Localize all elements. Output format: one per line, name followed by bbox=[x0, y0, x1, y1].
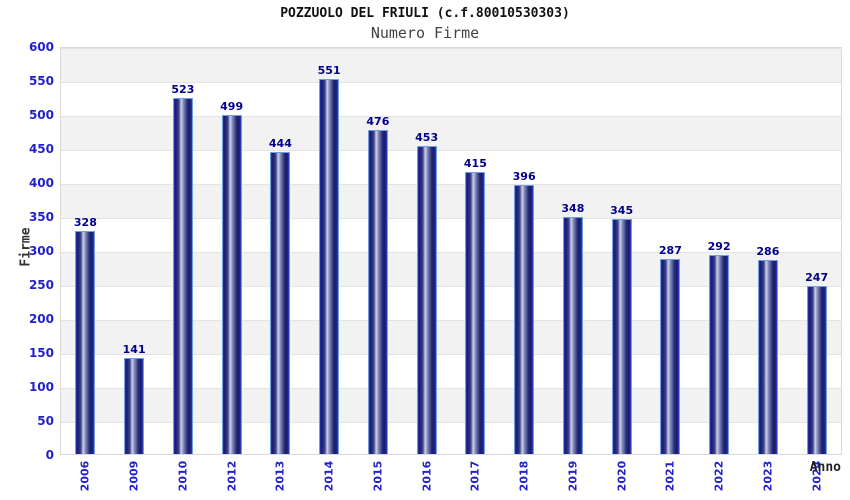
x-axis-title: Anno bbox=[809, 460, 841, 475]
bar-value-label: 551 bbox=[317, 64, 341, 77]
bar-value-label: 328 bbox=[73, 216, 97, 229]
bar-column: 348 2019 bbox=[549, 48, 598, 491]
bar-column: 345 2020 bbox=[597, 48, 646, 491]
x-tick-label: 2016 bbox=[420, 460, 434, 492]
bar bbox=[660, 259, 681, 454]
bar-column: 328 2006 bbox=[61, 48, 110, 491]
bar-value-label: 286 bbox=[756, 245, 780, 258]
bar bbox=[75, 231, 96, 454]
bar bbox=[221, 115, 242, 454]
x-tick-label: 2018 bbox=[517, 460, 531, 492]
y-tick-label: 550 bbox=[28, 74, 54, 88]
y-tick-label: 600 bbox=[28, 40, 54, 54]
bar-column: 453 2016 bbox=[402, 48, 451, 491]
bar bbox=[319, 79, 340, 454]
y-tick-label: 0 bbox=[45, 448, 54, 462]
x-tick-label: 2013 bbox=[273, 460, 287, 492]
chart-subtitle: Numero Firme bbox=[370, 24, 480, 42]
bar-value-label: 292 bbox=[707, 240, 731, 253]
plot-area: 328 2006 141 2009 523 2010 499 2012 444 2013 551 20… bbox=[60, 47, 842, 491]
bar-column: 415 2017 bbox=[451, 48, 500, 491]
bar-value-label: 396 bbox=[512, 170, 536, 183]
bar-value-label: 499 bbox=[220, 100, 244, 113]
y-tick-label: 200 bbox=[28, 312, 54, 326]
y-tick-label: 400 bbox=[28, 176, 54, 190]
chart-title: POZZUOLO DEL FRIULI (c.f.80010530303) bbox=[280, 6, 570, 21]
x-tick-label: 2006 bbox=[78, 460, 92, 492]
bar-value-label: 287 bbox=[658, 244, 682, 257]
bars-group: 328 2006 141 2009 523 2010 499 2012 444 2013 551 20… bbox=[61, 48, 841, 491]
bar-column: 551 2014 bbox=[305, 48, 354, 491]
bar bbox=[416, 146, 437, 454]
bar bbox=[367, 130, 388, 454]
y-tick-label: 150 bbox=[28, 346, 54, 360]
bar-value-label: 345 bbox=[610, 204, 634, 217]
bar-column: 247 2024 bbox=[792, 48, 841, 491]
bar-value-label: 247 bbox=[805, 271, 829, 284]
y-tick-label: 350 bbox=[28, 210, 54, 224]
x-tick-label: 2021 bbox=[663, 460, 677, 492]
y-tick-label: 250 bbox=[28, 278, 54, 292]
y-tick-label: 500 bbox=[28, 108, 54, 122]
x-tick-label: 2012 bbox=[225, 460, 239, 492]
x-tick-label: 2022 bbox=[712, 460, 726, 492]
bar bbox=[611, 219, 632, 454]
bar-value-label: 141 bbox=[122, 343, 146, 356]
bar bbox=[514, 185, 535, 454]
x-tick-label: 2023 bbox=[761, 460, 775, 492]
bar bbox=[270, 152, 291, 454]
x-tick-label: 2010 bbox=[176, 460, 190, 492]
bar bbox=[172, 98, 193, 454]
bar-column: 292 2022 bbox=[695, 48, 744, 491]
bar-value-label: 453 bbox=[415, 131, 439, 144]
bar bbox=[465, 172, 486, 454]
bar-value-label: 476 bbox=[366, 115, 390, 128]
bar-column: 499 2012 bbox=[207, 48, 256, 491]
bar-column: 396 2018 bbox=[500, 48, 549, 491]
bar-column: 286 2023 bbox=[744, 48, 793, 491]
bar-value-label: 523 bbox=[171, 83, 195, 96]
bar-value-label: 415 bbox=[463, 157, 487, 170]
bar-column: 444 2013 bbox=[256, 48, 305, 491]
bar-column: 141 2009 bbox=[110, 48, 159, 491]
bar-column: 287 2021 bbox=[646, 48, 695, 491]
y-tick-label: 100 bbox=[28, 380, 54, 394]
y-tick-label: 450 bbox=[28, 142, 54, 156]
bar-value-label: 348 bbox=[561, 202, 585, 215]
x-tick-label: 2020 bbox=[615, 460, 629, 492]
bar-column: 476 2015 bbox=[354, 48, 403, 491]
bar-column: 523 2010 bbox=[159, 48, 208, 491]
x-tick-label: 2014 bbox=[322, 460, 336, 492]
bar bbox=[757, 260, 778, 454]
bar bbox=[124, 358, 145, 454]
bar bbox=[562, 217, 583, 454]
x-tick-label: 2019 bbox=[566, 460, 580, 492]
bar bbox=[806, 286, 827, 454]
x-tick-label: 2015 bbox=[371, 460, 385, 492]
x-tick-label: 2017 bbox=[468, 460, 482, 492]
y-tick-label: 300 bbox=[28, 244, 54, 258]
bar-value-label: 444 bbox=[268, 137, 292, 150]
y-axis-title: Firme bbox=[18, 227, 34, 267]
x-tick-label: 2009 bbox=[127, 460, 141, 492]
y-tick-label: 50 bbox=[37, 414, 54, 428]
bar bbox=[709, 255, 730, 454]
